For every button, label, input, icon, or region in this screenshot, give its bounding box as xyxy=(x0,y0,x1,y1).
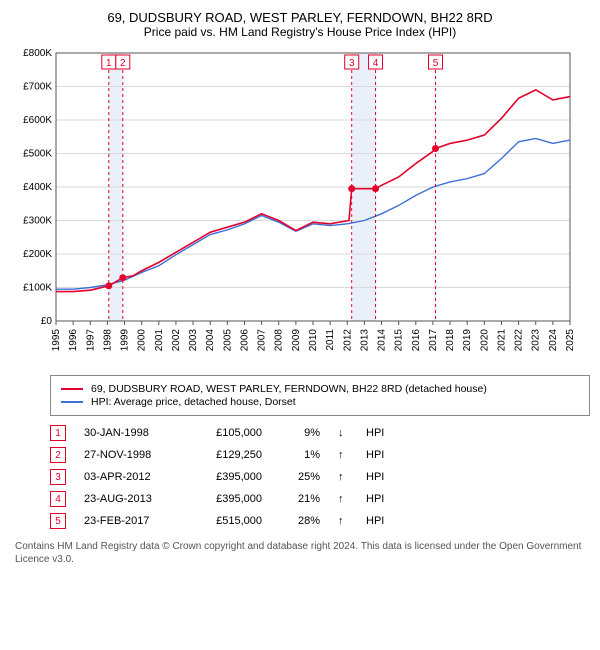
hpi-label: HPI xyxy=(366,493,384,505)
svg-text:2009: 2009 xyxy=(291,329,302,352)
svg-text:£0: £0 xyxy=(41,316,53,327)
transaction-row: 3 03-APR-2012 £395,000 25% ↑ HPI xyxy=(50,466,590,488)
copyright-footnote: Contains HM Land Registry data © Crown c… xyxy=(15,540,585,566)
transactions-table: 1 30-JAN-1998 £105,000 9% ↓ HPI 2 27-NOV-1998 £1… xyxy=(50,422,590,532)
svg-text:1998: 1998 xyxy=(102,329,113,352)
svg-text:5: 5 xyxy=(433,58,439,69)
arrow-icon: ↓ xyxy=(338,427,348,439)
svg-text:2021: 2021 xyxy=(496,329,507,352)
svg-text:2003: 2003 xyxy=(188,329,199,352)
transaction-pct: 1% xyxy=(280,449,320,461)
transaction-pct: 28% xyxy=(280,515,320,527)
svg-text:2002: 2002 xyxy=(171,329,182,352)
transaction-price: £395,000 xyxy=(192,493,262,505)
svg-text:2015: 2015 xyxy=(394,329,405,352)
svg-text:£300K: £300K xyxy=(23,216,52,227)
svg-text:£800K: £800K xyxy=(23,48,52,59)
transaction-pct: 21% xyxy=(280,493,320,505)
transaction-date: 23-AUG-2013 xyxy=(84,493,174,505)
svg-text:2013: 2013 xyxy=(359,329,370,352)
legend-label: HPI: Average price, detached house, Dors… xyxy=(91,396,296,408)
legend-item: HPI: Average price, detached house, Dors… xyxy=(61,396,579,408)
transaction-date: 03-APR-2012 xyxy=(84,471,174,483)
svg-text:2024: 2024 xyxy=(548,329,559,352)
transaction-marker: 3 xyxy=(50,469,66,485)
svg-text:2012: 2012 xyxy=(342,329,353,352)
transaction-pct: 9% xyxy=(280,427,320,439)
legend-item: 69, DUDSBURY ROAD, WEST PARLEY, FERNDOWN… xyxy=(61,383,579,395)
svg-text:2020: 2020 xyxy=(479,329,490,352)
svg-text:£200K: £200K xyxy=(23,249,52,260)
svg-text:2011: 2011 xyxy=(325,329,336,351)
hpi-label: HPI xyxy=(366,471,384,483)
svg-text:1995: 1995 xyxy=(51,329,62,352)
transaction-marker: 5 xyxy=(50,513,66,529)
transaction-price: £395,000 xyxy=(192,471,262,483)
hpi-label: HPI xyxy=(366,515,384,527)
legend-swatch xyxy=(61,388,83,390)
transaction-date: 23-FEB-2017 xyxy=(84,515,174,527)
svg-text:2008: 2008 xyxy=(274,329,285,352)
svg-text:2016: 2016 xyxy=(411,329,422,352)
legend: 69, DUDSBURY ROAD, WEST PARLEY, FERNDOWN… xyxy=(50,375,590,416)
svg-text:2019: 2019 xyxy=(462,329,473,352)
transaction-row: 1 30-JAN-1998 £105,000 9% ↓ HPI xyxy=(50,422,590,444)
svg-text:£100K: £100K xyxy=(23,283,52,294)
svg-text:£500K: £500K xyxy=(23,149,52,160)
svg-text:4: 4 xyxy=(373,58,379,69)
svg-text:3: 3 xyxy=(349,58,355,69)
svg-text:2005: 2005 xyxy=(222,329,233,352)
svg-text:1999: 1999 xyxy=(120,329,131,352)
svg-text:2: 2 xyxy=(120,58,126,69)
svg-text:2001: 2001 xyxy=(154,329,165,352)
legend-swatch xyxy=(61,401,83,403)
arrow-icon: ↑ xyxy=(338,471,348,483)
arrow-icon: ↑ xyxy=(338,515,348,527)
transaction-marker: 1 xyxy=(50,425,66,441)
transaction-marker: 4 xyxy=(50,491,66,507)
chart-subtitle: Price paid vs. HM Land Registry's House … xyxy=(10,25,590,39)
arrow-icon: ↑ xyxy=(338,449,348,461)
svg-text:2006: 2006 xyxy=(239,329,250,352)
svg-text:2007: 2007 xyxy=(257,329,268,352)
transaction-marker: 2 xyxy=(50,447,66,463)
hpi-label: HPI xyxy=(366,427,384,439)
svg-text:2014: 2014 xyxy=(377,329,388,352)
transaction-row: 4 23-AUG-2013 £395,000 21% ↑ HPI xyxy=(50,488,590,510)
transaction-price: £515,000 xyxy=(192,515,262,527)
svg-text:2023: 2023 xyxy=(531,329,542,352)
legend-label: 69, DUDSBURY ROAD, WEST PARLEY, FERNDOWN… xyxy=(91,383,487,395)
svg-text:1996: 1996 xyxy=(68,329,79,352)
svg-text:1: 1 xyxy=(106,58,112,69)
svg-text:2022: 2022 xyxy=(514,329,525,352)
transaction-row: 2 27-NOV-1998 £129,250 1% ↑ HPI xyxy=(50,444,590,466)
chart-title: 69, DUDSBURY ROAD, WEST PARLEY, FERNDOWN… xyxy=(10,10,590,25)
svg-text:2004: 2004 xyxy=(205,329,216,352)
svg-text:1997: 1997 xyxy=(85,329,96,352)
svg-text:2010: 2010 xyxy=(308,329,319,352)
svg-text:2000: 2000 xyxy=(137,329,148,352)
transaction-date: 30-JAN-1998 xyxy=(84,427,174,439)
svg-text:£400K: £400K xyxy=(23,182,52,193)
transaction-price: £105,000 xyxy=(192,427,262,439)
svg-text:£600K: £600K xyxy=(23,115,52,126)
svg-text:2025: 2025 xyxy=(565,329,576,352)
transaction-date: 27-NOV-1998 xyxy=(84,449,174,461)
price-chart: £0 £100K £200K £300K £400K £500K £600K £700K £80… xyxy=(10,47,590,367)
transaction-row: 5 23-FEB-2017 £515,000 28% ↑ HPI xyxy=(50,510,590,532)
svg-text:2017: 2017 xyxy=(428,329,439,352)
svg-text:2018: 2018 xyxy=(445,329,456,352)
arrow-icon: ↑ xyxy=(338,493,348,505)
svg-text:£700K: £700K xyxy=(23,82,52,93)
hpi-label: HPI xyxy=(366,449,384,461)
transaction-pct: 25% xyxy=(280,471,320,483)
transaction-price: £129,250 xyxy=(192,449,262,461)
